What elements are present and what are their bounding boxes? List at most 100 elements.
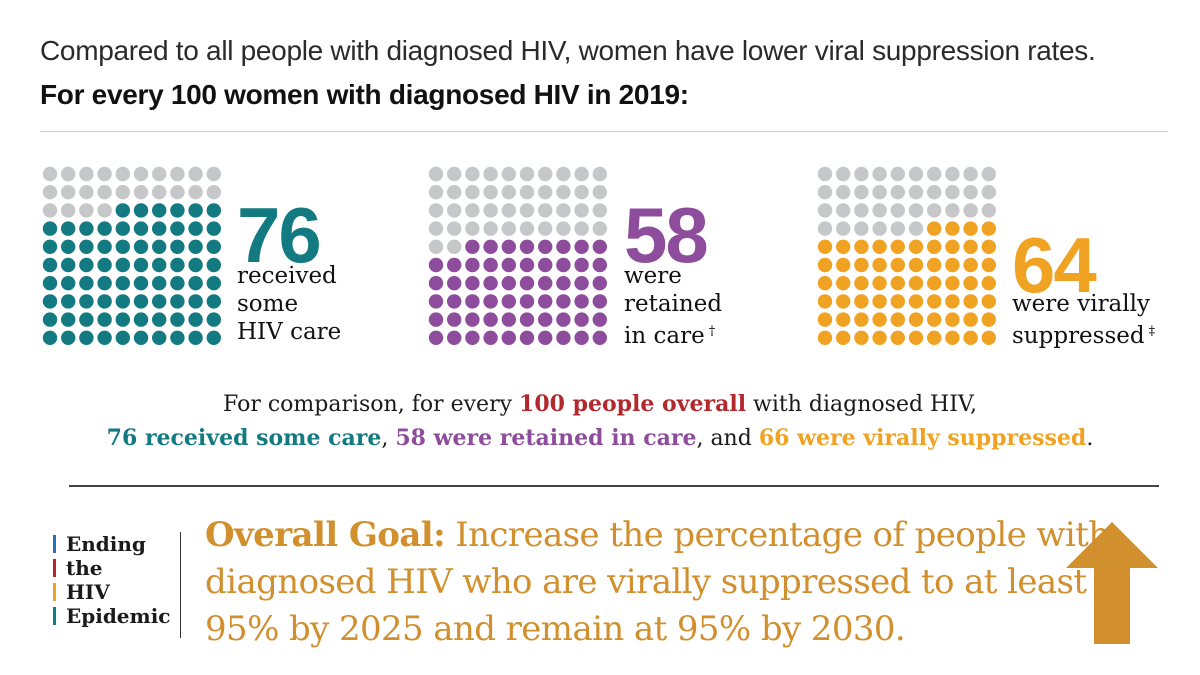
waffle-dot-filled bbox=[42, 276, 58, 291]
waffle-dot-empty bbox=[501, 203, 516, 218]
middle-divider bbox=[69, 485, 1159, 487]
waffle-dot-filled bbox=[890, 312, 905, 327]
waffle-dot-filled bbox=[97, 221, 112, 236]
waffle-dot-filled bbox=[963, 294, 978, 309]
waffle-dot-empty bbox=[854, 185, 869, 200]
waffle-dot-empty bbox=[42, 166, 58, 182]
waffle-dot-empty bbox=[836, 166, 851, 182]
waffle-dot-empty bbox=[592, 221, 607, 236]
caption-suppressed: were virally suppressed ‡ bbox=[1012, 290, 1155, 350]
waffle-dot-filled bbox=[890, 257, 905, 273]
waffle-dot-filled bbox=[501, 312, 516, 327]
waffle-dot-empty bbox=[501, 166, 516, 182]
waffle-dot-empty bbox=[538, 166, 553, 182]
waffle-dot-empty bbox=[890, 166, 905, 182]
waffle-dot-filled bbox=[890, 294, 905, 309]
waffle-dot-empty bbox=[97, 203, 112, 218]
waffle-dot-filled bbox=[61, 294, 76, 309]
waffle-dot-empty bbox=[519, 203, 535, 218]
waffle-dot-filled bbox=[483, 312, 498, 327]
waffle-dot-empty bbox=[483, 185, 498, 200]
double-dagger-mark: ‡ bbox=[1148, 324, 1156, 339]
waffle-dot-empty bbox=[963, 203, 978, 218]
waffle-dot-filled bbox=[61, 221, 76, 236]
waffle-dot-empty bbox=[206, 185, 221, 200]
waffle-dot-empty bbox=[556, 221, 571, 236]
waffle-dot-filled bbox=[519, 312, 535, 327]
waffle-dot-empty bbox=[908, 203, 924, 218]
waffle-dot-filled bbox=[42, 221, 58, 236]
waffle-dot-empty bbox=[483, 166, 498, 182]
waffle-dot-filled bbox=[519, 257, 535, 273]
waffle-dot-filled bbox=[981, 221, 996, 236]
waffle-dot-filled bbox=[519, 330, 535, 345]
waffle-dot-filled bbox=[519, 294, 535, 309]
comparison-care: 76 received some care bbox=[106, 425, 382, 451]
caption-care-line3: HIV care bbox=[237, 319, 342, 345]
waffle-dot-empty bbox=[501, 221, 516, 236]
ehe-bar-blue bbox=[53, 535, 56, 553]
waffle-dot-empty bbox=[97, 185, 112, 200]
overall-goal: Overall Goal: Increase the percentage of… bbox=[205, 512, 1110, 653]
waffle-dot-filled bbox=[133, 312, 149, 327]
waffle-dot-filled bbox=[817, 257, 833, 273]
waffle-dot-empty bbox=[188, 185, 203, 200]
waffle-dot-filled bbox=[981, 239, 996, 254]
waffle-dot-filled bbox=[836, 294, 851, 309]
waffle-dot-empty bbox=[206, 166, 221, 182]
waffle-dot-filled bbox=[538, 330, 553, 345]
waffle-dot-filled bbox=[945, 276, 960, 291]
waffle-dot-empty bbox=[79, 203, 94, 218]
waffle-dot-empty bbox=[836, 203, 851, 218]
waffle-dot-filled bbox=[61, 239, 76, 254]
waffle-dot-filled bbox=[188, 257, 203, 273]
waffle-dot-filled bbox=[428, 257, 444, 273]
waffle-dot-filled bbox=[447, 330, 462, 345]
waffle-dot-filled bbox=[133, 294, 149, 309]
goal-line3: 95% by 2025 and remain at 95% by 2030. bbox=[205, 609, 906, 649]
comparison-line2: 76 received some care, 58 were retained … bbox=[106, 425, 1094, 451]
waffle-dot-filled bbox=[836, 239, 851, 254]
waffle-dot-filled bbox=[42, 294, 58, 309]
waffle-dot-filled bbox=[79, 276, 94, 291]
waffle-dot-filled bbox=[79, 257, 94, 273]
waffle-dot-filled bbox=[152, 330, 167, 345]
waffle-dot-filled bbox=[908, 312, 924, 327]
waffle-dot-filled bbox=[963, 239, 978, 254]
waffle-dot-empty bbox=[447, 166, 462, 182]
ehe-bar-teal bbox=[53, 607, 56, 625]
waffle-dot-filled bbox=[538, 276, 553, 291]
goal-line2: diagnosed HIV who are virally suppressed… bbox=[205, 562, 1087, 602]
waffle-dot-filled bbox=[97, 239, 112, 254]
waffle-dot-filled bbox=[574, 239, 589, 254]
waffle-dot-filled bbox=[872, 239, 887, 254]
waffle-dot-filled bbox=[574, 294, 589, 309]
waffle-dot-filled bbox=[963, 276, 978, 291]
waffle-dot-filled bbox=[945, 294, 960, 309]
waffle-dot-filled bbox=[501, 257, 516, 273]
waffle-dot-filled bbox=[97, 257, 112, 273]
waffle-dot-filled bbox=[42, 312, 58, 327]
waffle-dot-filled bbox=[574, 257, 589, 273]
waffle-dot-filled bbox=[465, 294, 480, 309]
waffle-dot-filled bbox=[501, 276, 516, 291]
waffle-dot-empty bbox=[42, 203, 58, 218]
waffle-dot-filled bbox=[170, 203, 185, 218]
ehe-line-epidemic: Epidemic bbox=[50, 604, 170, 628]
waffle-dot-filled bbox=[890, 330, 905, 345]
waffle-dot-filled bbox=[519, 239, 535, 254]
waffle-dot-empty bbox=[945, 166, 960, 182]
waffle-dot-empty bbox=[428, 239, 444, 254]
waffle-dot-filled bbox=[133, 221, 149, 236]
waffle-dot-filled bbox=[465, 312, 480, 327]
waffle-dot-filled bbox=[501, 239, 516, 254]
comparison-overall: 100 people overall bbox=[519, 391, 747, 417]
waffle-dot-empty bbox=[872, 221, 887, 236]
top-divider bbox=[40, 131, 1168, 132]
waffle-dot-filled bbox=[152, 221, 167, 236]
waffle-dot-filled bbox=[872, 294, 887, 309]
waffle-dot-empty bbox=[501, 185, 516, 200]
waffle-dot-filled bbox=[592, 330, 607, 345]
waffle-dot-filled bbox=[79, 330, 94, 345]
waffle-dot-empty bbox=[465, 221, 480, 236]
